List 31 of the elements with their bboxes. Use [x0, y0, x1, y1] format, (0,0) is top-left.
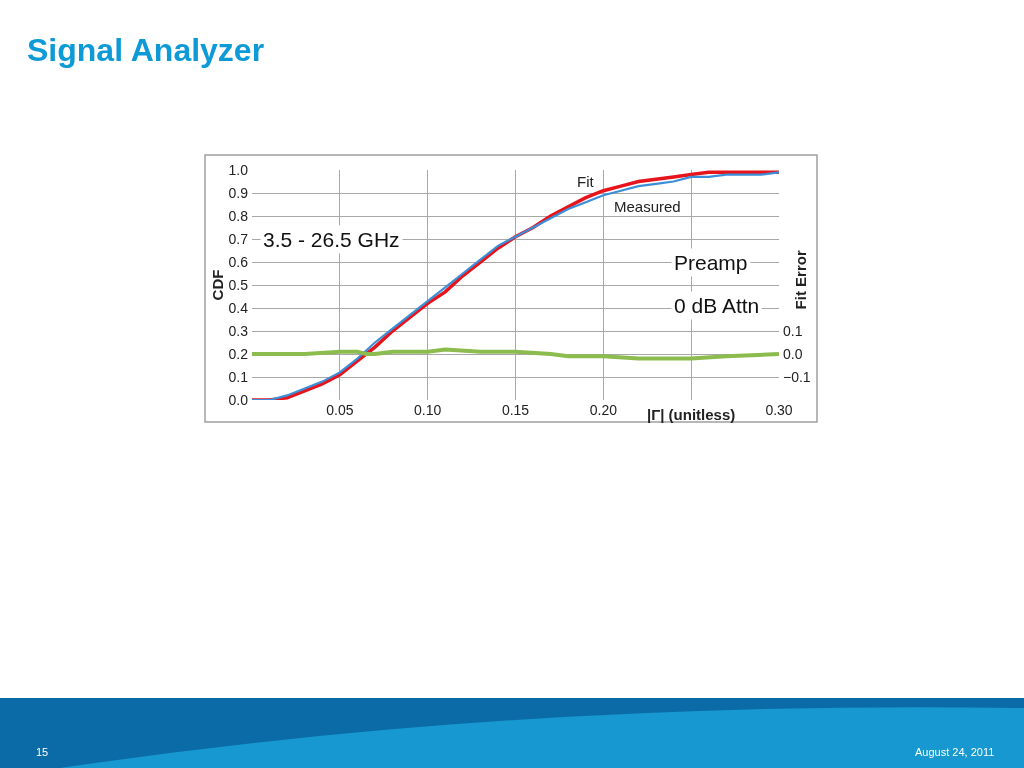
x-axis-title: |Γ| (unitless): [647, 406, 736, 423]
x-tick-label: 0.20: [589, 402, 618, 418]
x-tick-label: 0.10: [414, 402, 442, 418]
y2-tick-label: −0.1: [783, 368, 811, 385]
annotation: 0 dB Attn: [674, 294, 760, 317]
chart-title: Signal Analyzer: [27, 32, 265, 69]
x-tick-label: 0.15: [501, 402, 530, 418]
y-tick-label: 0.2: [228, 345, 249, 362]
y2-tick-label: 0.1: [783, 322, 803, 339]
y-tick-label: 0.9: [228, 184, 249, 201]
y-tick-label: 1.0: [228, 161, 249, 178]
y-axis-title: CDF: [208, 269, 226, 301]
annotation: 3.5 - 26.5 GHz: [263, 228, 400, 251]
y2-axis-title: Fit Error: [791, 250, 809, 310]
y-tick-label: 0.0: [228, 391, 249, 408]
line-series: [252, 347, 779, 361]
text: August 24, 2011: [915, 746, 995, 758]
series-label: Measured: [614, 198, 681, 215]
x-tick-label: 0.05: [326, 402, 354, 418]
y-tick-label: 0.3: [228, 322, 249, 339]
x-tick-label: 0.30: [765, 402, 793, 418]
y2-tick-label: 0.0: [783, 345, 803, 362]
y-tick-label: 0.7: [228, 230, 249, 247]
y-tick-label: 0.5: [228, 276, 249, 293]
y-tick-label: 0.8: [228, 207, 249, 224]
text: 15: [36, 746, 49, 758]
y-tick-label: 0.6: [228, 253, 249, 270]
y-tick-label: 0.4: [228, 299, 249, 316]
y-tick-label: 0.1: [228, 368, 249, 385]
series-label: Fit: [577, 173, 595, 190]
annotation: Preamp: [674, 251, 748, 274]
